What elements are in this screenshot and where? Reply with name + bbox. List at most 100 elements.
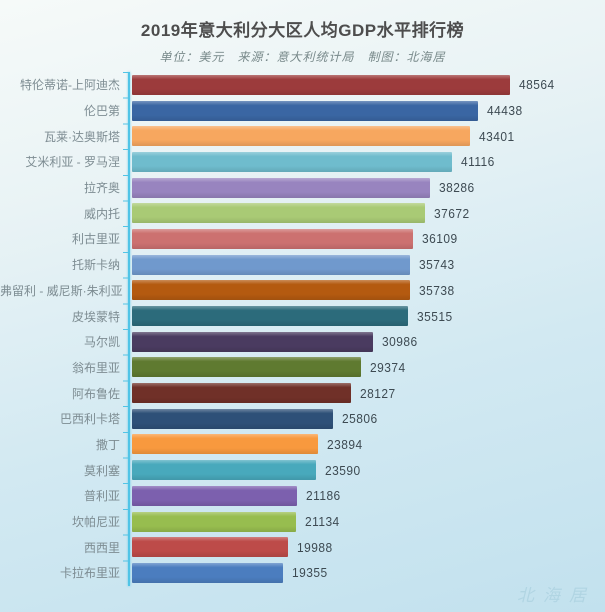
bar-row: 皮埃蒙特 35515 <box>0 303 605 329</box>
bar-track: 35515 <box>130 303 605 329</box>
bar-track: 36109 <box>130 226 605 252</box>
watermark: 北海居 <box>517 586 595 605</box>
chart-header: 2019年意大利分大区人均GDP水平排行榜 单位：美元 来源：意大利统计局 制图… <box>0 0 605 65</box>
bar-track: 37672 <box>130 200 605 226</box>
bar <box>132 460 316 481</box>
category-label: 皮埃蒙特 <box>71 309 120 324</box>
category-label: 巴西利卡塔 <box>59 412 120 427</box>
bar-track: 28127 <box>130 380 605 406</box>
bar-track: 44438 <box>130 98 605 124</box>
value-label: 35515 <box>417 308 453 324</box>
category-label: 西西里 <box>83 540 120 555</box>
value-label: 23590 <box>324 462 361 478</box>
bar-track: 19988 <box>130 534 605 560</box>
category-label: 坎帕尼亚 <box>71 515 120 530</box>
category-label: 翁布里亚 <box>71 360 120 375</box>
bar <box>132 280 411 301</box>
bar <box>132 306 409 327</box>
chart-title: 2019年意大利分大区人均GDP水平排行榜 <box>140 21 465 40</box>
bar-track: 48564 <box>130 72 605 98</box>
bar <box>132 74 510 95</box>
value-label: 41116 <box>461 154 495 170</box>
bar-track: 23894 <box>130 432 605 458</box>
bar-track: 21186 <box>130 483 605 509</box>
bar-track: 38286 <box>130 175 605 201</box>
bar-track: 19355 <box>130 560 605 586</box>
category-label: 瓦莱·达奥斯塔 <box>44 129 120 144</box>
value-label: 23894 <box>326 436 363 452</box>
value-label: 37672 <box>434 205 470 221</box>
bar-track: 30986 <box>130 329 605 355</box>
value-label: 48564 <box>519 77 555 93</box>
bar <box>132 434 318 455</box>
bar <box>132 203 426 224</box>
bar-track: 23590 <box>130 457 605 483</box>
bar <box>132 100 478 121</box>
plot-area: 特伦蒂诺-上阿迪杰 48564 伦巴第 44438 瓦莱·达奥斯塔 43401 艾米利亚 -… <box>0 72 605 586</box>
bar <box>132 357 361 378</box>
bar-row: 翁布里亚 29374 <box>0 355 605 381</box>
bar-row: 巴西利卡塔 25806 <box>0 406 605 432</box>
y-axis-ticks <box>123 72 128 586</box>
category-label: 撒丁 <box>95 437 120 452</box>
bar <box>132 383 351 404</box>
bar-row: 莫利塞 23590 <box>0 457 605 483</box>
bar-row: 艾米利亚 - 罗马涅 41116 <box>0 149 605 175</box>
value-label: 21134 <box>305 514 341 530</box>
bar <box>132 562 283 583</box>
value-label: 36109 <box>422 231 458 247</box>
category-label: 普利亚 <box>83 489 120 504</box>
bar-row: 马尔凯 30986 <box>0 329 605 355</box>
chart-subtitle: 单位：美元 来源：意大利统计局 制图：北海居 <box>159 50 446 64</box>
y-axis-line <box>128 72 130 586</box>
value-label: 21186 <box>305 488 341 504</box>
bar-row: 伦巴第 44438 <box>0 98 605 124</box>
bar <box>132 151 453 172</box>
value-label: 35743 <box>419 257 455 273</box>
value-label: 28127 <box>359 385 396 401</box>
bar-track: 43401 <box>130 123 605 149</box>
category-label: 特伦蒂诺-上阿迪杰 <box>20 78 120 93</box>
category-label: 伦巴第 <box>83 104 120 119</box>
bar-row: 利古里亚 36109 <box>0 226 605 252</box>
bar-row: 卡拉布里亚 19355 <box>0 560 605 586</box>
value-label: 19988 <box>296 539 333 555</box>
bar-row: 托斯卡纳 35743 <box>0 252 605 278</box>
value-label: 19355 <box>291 565 328 581</box>
bar-row: 拉齐奥 38286 <box>0 175 605 201</box>
value-label: 35738 <box>419 282 455 298</box>
bar <box>132 537 288 558</box>
bar-rows: 特伦蒂诺-上阿迪杰 48564 伦巴第 44438 瓦莱·达奥斯塔 43401 艾米利亚 -… <box>0 72 605 586</box>
bar-track: 29374 <box>130 355 605 381</box>
category-label: 马尔凯 <box>83 335 120 350</box>
category-label: 艾米利亚 - 罗马涅 <box>25 155 120 170</box>
value-label: 29374 <box>369 359 406 375</box>
category-label: 利古里亚 <box>71 232 120 247</box>
category-label: 拉齐奥 <box>83 181 120 196</box>
value-label: 38286 <box>439 180 475 196</box>
category-label: 阿布鲁佐 <box>71 386 120 401</box>
category-label: 弗留利 - 威尼斯·朱利亚 <box>0 283 123 298</box>
bar <box>132 331 374 352</box>
value-label: 30986 <box>382 334 418 350</box>
bar-row: 坎帕尼亚 21134 <box>0 509 605 535</box>
value-label: 25806 <box>341 411 378 427</box>
category-label: 威内托 <box>83 206 120 221</box>
category-label: 托斯卡纳 <box>71 258 120 273</box>
bar-track: 25806 <box>130 406 605 432</box>
bar <box>132 228 414 249</box>
bar-row: 特伦蒂诺-上阿迪杰 48564 <box>0 72 605 98</box>
bar <box>132 511 297 532</box>
bar-row: 普利亚 21186 <box>0 483 605 509</box>
bar-row: 弗留利 - 威尼斯·朱利亚 35738 <box>0 278 605 304</box>
bar <box>132 177 430 198</box>
bar <box>132 126 470 147</box>
bar-row: 阿布鲁佐 28127 <box>0 380 605 406</box>
bar-row: 西西里 19988 <box>0 534 605 560</box>
value-label: 43401 <box>478 128 515 144</box>
bar-row: 威内托 37672 <box>0 200 605 226</box>
category-label: 卡拉布里亚 <box>59 566 120 581</box>
value-label: 44438 <box>486 103 523 119</box>
bar <box>132 408 333 429</box>
